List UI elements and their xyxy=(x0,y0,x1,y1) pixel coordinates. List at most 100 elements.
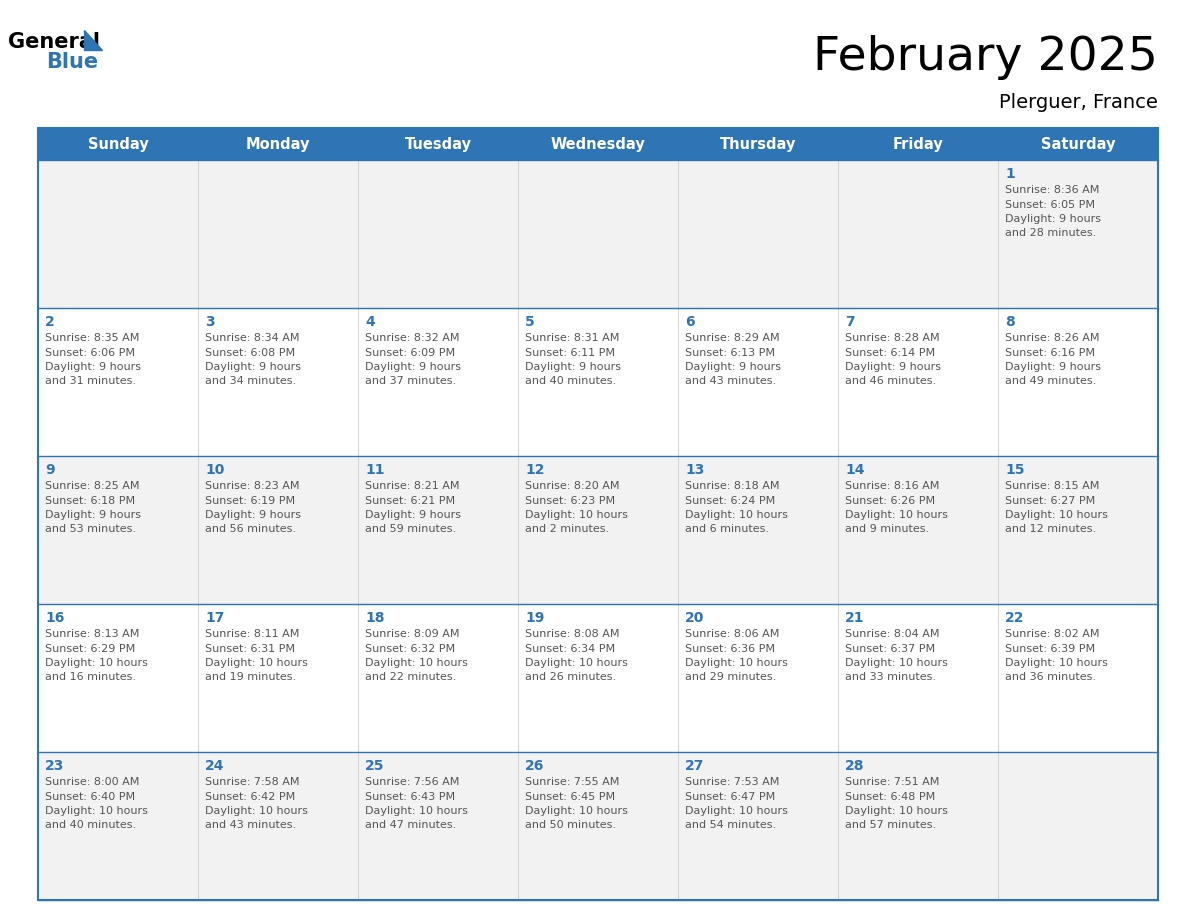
Text: 5: 5 xyxy=(525,315,535,329)
Text: and 37 minutes.: and 37 minutes. xyxy=(365,376,456,386)
Text: Daylight: 9 hours: Daylight: 9 hours xyxy=(365,362,461,372)
Text: 26: 26 xyxy=(525,759,544,773)
Text: and 40 minutes.: and 40 minutes. xyxy=(525,376,617,386)
Text: Sunrise: 8:02 AM: Sunrise: 8:02 AM xyxy=(1005,629,1100,639)
Bar xyxy=(38,604,1158,752)
Text: Daylight: 9 hours: Daylight: 9 hours xyxy=(685,362,781,372)
Text: Sunrise: 8:34 AM: Sunrise: 8:34 AM xyxy=(206,333,299,343)
Text: Daylight: 10 hours: Daylight: 10 hours xyxy=(206,658,308,668)
Text: Sunset: 6:14 PM: Sunset: 6:14 PM xyxy=(845,348,935,357)
Text: and 56 minutes.: and 56 minutes. xyxy=(206,524,296,534)
Text: Sunrise: 8:06 AM: Sunrise: 8:06 AM xyxy=(685,629,779,639)
Text: Sunset: 6:23 PM: Sunset: 6:23 PM xyxy=(525,496,615,506)
Text: and 59 minutes.: and 59 minutes. xyxy=(365,524,456,534)
Text: Sunset: 6:40 PM: Sunset: 6:40 PM xyxy=(45,791,135,801)
Text: Sunset: 6:13 PM: Sunset: 6:13 PM xyxy=(685,348,775,357)
Text: and 33 minutes.: and 33 minutes. xyxy=(845,673,936,682)
Text: Sunset: 6:24 PM: Sunset: 6:24 PM xyxy=(685,496,776,506)
Text: 12: 12 xyxy=(525,463,544,477)
Text: Sunrise: 8:15 AM: Sunrise: 8:15 AM xyxy=(1005,481,1099,491)
Text: Sunrise: 8:18 AM: Sunrise: 8:18 AM xyxy=(685,481,779,491)
Text: Sunrise: 7:51 AM: Sunrise: 7:51 AM xyxy=(845,777,940,787)
Text: and 2 minutes.: and 2 minutes. xyxy=(525,524,609,534)
Bar xyxy=(38,128,198,160)
Text: Sunrise: 8:26 AM: Sunrise: 8:26 AM xyxy=(1005,333,1100,343)
Text: Daylight: 9 hours: Daylight: 9 hours xyxy=(45,510,141,520)
Text: Sunset: 6:11 PM: Sunset: 6:11 PM xyxy=(525,348,615,357)
Text: Daylight: 10 hours: Daylight: 10 hours xyxy=(845,658,948,668)
Text: Sunset: 6:37 PM: Sunset: 6:37 PM xyxy=(845,644,935,654)
Text: Sunset: 6:29 PM: Sunset: 6:29 PM xyxy=(45,644,135,654)
Text: Sunrise: 8:25 AM: Sunrise: 8:25 AM xyxy=(45,481,139,491)
Text: and 57 minutes.: and 57 minutes. xyxy=(845,821,936,831)
Text: Plerguer, France: Plerguer, France xyxy=(999,93,1158,111)
Text: Sunset: 6:05 PM: Sunset: 6:05 PM xyxy=(1005,199,1095,209)
Text: Daylight: 9 hours: Daylight: 9 hours xyxy=(1005,214,1101,224)
Text: and 22 minutes.: and 22 minutes. xyxy=(365,673,456,682)
Text: 3: 3 xyxy=(206,315,215,329)
Text: Daylight: 10 hours: Daylight: 10 hours xyxy=(845,510,948,520)
Text: Sunrise: 8:16 AM: Sunrise: 8:16 AM xyxy=(845,481,940,491)
Text: 8: 8 xyxy=(1005,315,1015,329)
Text: and 36 minutes.: and 36 minutes. xyxy=(1005,673,1097,682)
Bar xyxy=(38,128,1158,900)
Text: Sunrise: 8:36 AM: Sunrise: 8:36 AM xyxy=(1005,185,1099,195)
Bar xyxy=(38,160,1158,308)
Text: and 43 minutes.: and 43 minutes. xyxy=(206,821,296,831)
Text: Sunset: 6:48 PM: Sunset: 6:48 PM xyxy=(845,791,935,801)
Text: Sunrise: 8:32 AM: Sunrise: 8:32 AM xyxy=(365,333,460,343)
Text: Sunrise: 8:00 AM: Sunrise: 8:00 AM xyxy=(45,777,139,787)
Text: Daylight: 9 hours: Daylight: 9 hours xyxy=(45,362,141,372)
Text: Sunset: 6:39 PM: Sunset: 6:39 PM xyxy=(1005,644,1095,654)
Text: Sunrise: 8:09 AM: Sunrise: 8:09 AM xyxy=(365,629,460,639)
Text: Friday: Friday xyxy=(892,137,943,151)
Text: Sunset: 6:09 PM: Sunset: 6:09 PM xyxy=(365,348,455,357)
Text: Daylight: 9 hours: Daylight: 9 hours xyxy=(206,510,301,520)
Text: and 50 minutes.: and 50 minutes. xyxy=(525,821,617,831)
Text: 7: 7 xyxy=(845,315,854,329)
Bar xyxy=(998,128,1158,160)
Text: Tuesday: Tuesday xyxy=(404,137,472,151)
Text: Daylight: 9 hours: Daylight: 9 hours xyxy=(845,362,941,372)
Text: 21: 21 xyxy=(845,611,865,625)
Text: Sunrise: 7:53 AM: Sunrise: 7:53 AM xyxy=(685,777,779,787)
Text: Sunset: 6:16 PM: Sunset: 6:16 PM xyxy=(1005,348,1095,357)
Text: Sunrise: 8:13 AM: Sunrise: 8:13 AM xyxy=(45,629,139,639)
Text: and 53 minutes.: and 53 minutes. xyxy=(45,524,135,534)
Text: 25: 25 xyxy=(365,759,385,773)
Text: and 31 minutes.: and 31 minutes. xyxy=(45,376,135,386)
Text: Sunrise: 8:35 AM: Sunrise: 8:35 AM xyxy=(45,333,139,343)
Text: Daylight: 10 hours: Daylight: 10 hours xyxy=(1005,658,1108,668)
Text: Sunset: 6:08 PM: Sunset: 6:08 PM xyxy=(206,348,295,357)
Text: and 29 minutes.: and 29 minutes. xyxy=(685,673,776,682)
Text: 16: 16 xyxy=(45,611,64,625)
Text: 22: 22 xyxy=(1005,611,1024,625)
Bar xyxy=(198,128,358,160)
Text: Sunset: 6:36 PM: Sunset: 6:36 PM xyxy=(685,644,775,654)
Text: Sunrise: 8:28 AM: Sunrise: 8:28 AM xyxy=(845,333,940,343)
Text: and 19 minutes.: and 19 minutes. xyxy=(206,673,296,682)
Text: 19: 19 xyxy=(525,611,544,625)
Text: Daylight: 10 hours: Daylight: 10 hours xyxy=(45,806,147,816)
Text: Daylight: 9 hours: Daylight: 9 hours xyxy=(525,362,621,372)
Text: Daylight: 10 hours: Daylight: 10 hours xyxy=(45,658,147,668)
Bar xyxy=(518,128,678,160)
Text: Daylight: 10 hours: Daylight: 10 hours xyxy=(525,510,628,520)
Text: and 46 minutes.: and 46 minutes. xyxy=(845,376,936,386)
Text: Daylight: 9 hours: Daylight: 9 hours xyxy=(365,510,461,520)
Text: 1: 1 xyxy=(1005,167,1015,181)
Text: 27: 27 xyxy=(685,759,704,773)
Bar xyxy=(838,128,998,160)
Text: and 9 minutes.: and 9 minutes. xyxy=(845,524,929,534)
Bar xyxy=(678,128,838,160)
Text: and 43 minutes.: and 43 minutes. xyxy=(685,376,776,386)
Text: Daylight: 9 hours: Daylight: 9 hours xyxy=(1005,362,1101,372)
Text: Blue: Blue xyxy=(46,52,99,72)
Text: Sunrise: 8:11 AM: Sunrise: 8:11 AM xyxy=(206,629,299,639)
Text: Sunset: 6:43 PM: Sunset: 6:43 PM xyxy=(365,791,455,801)
Text: 23: 23 xyxy=(45,759,64,773)
Text: and 28 minutes.: and 28 minutes. xyxy=(1005,229,1097,239)
Text: 15: 15 xyxy=(1005,463,1024,477)
Text: 17: 17 xyxy=(206,611,225,625)
Text: Sunrise: 8:21 AM: Sunrise: 8:21 AM xyxy=(365,481,460,491)
